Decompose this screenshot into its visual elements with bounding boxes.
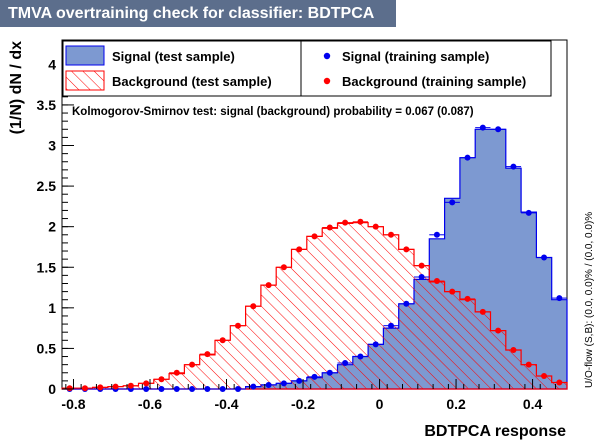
background-training-point [352,218,369,225]
signal-training-point [337,360,353,367]
background-training-point [230,322,246,329]
points-layer [62,124,567,392]
y-tick-label: 1 [48,300,56,316]
background-training-point [62,385,78,392]
background-training-point [490,327,506,334]
axes-layer: -0.8 -0.6 -0.4 -0.2 0 0.2 0.4 0 0.5 1 1.5 2 2.5 3 3.5 4 [37,47,557,412]
signal-training-point [199,386,216,392]
x-tick-label: -0.6 [138,396,162,412]
signal-training-point [153,386,170,392]
signal-training-point [368,341,384,348]
signal-training-point [169,386,185,392]
background-training-point [505,347,522,354]
underflow-overflow-label: U/O-flow (S,B): (0.0, 0.0)% / (0.0, 0.0)… [584,212,595,388]
background-training-point [215,337,231,344]
background-training-point [199,351,216,358]
signal-training-point [184,386,200,392]
background-training-point [107,383,124,390]
x-tick-label: 0 [376,396,384,412]
signal-training-point [260,381,277,388]
background-training-point [276,264,292,271]
x-tick-label: 0.4 [523,396,543,412]
background-training-point [260,282,277,289]
y-tick-label: 2 [48,219,56,235]
signal-training-point [536,254,552,261]
signal-training-point [490,126,506,133]
background-training-point [337,219,353,226]
signal-training-point [505,163,522,170]
legend-box-right [300,40,552,97]
background-training-point [245,303,261,310]
signal-training-point [276,380,292,387]
background-test-histogram [61,222,568,390]
signal-training-point [245,383,261,390]
signal-training-point [352,353,369,360]
signal-training-point [383,322,399,329]
background-training-point [291,246,307,253]
signal-training-point [322,369,338,376]
signal-training-point [475,124,491,131]
x-tick-label: 0.2 [446,396,466,412]
legend-background-training-label: Background (training sample) [342,74,526,89]
background-training-point [413,262,430,269]
y-tick-label: 0.5 [37,340,57,356]
background-training-point [536,373,552,380]
background-training-point [123,382,139,389]
background-training-point [169,369,185,376]
x-tick-label: -0.8 [61,396,85,412]
background-training-point [138,380,154,387]
signal-training-point [551,295,567,302]
background-training-point [383,231,399,238]
background-training-point [368,223,384,230]
background-training-point [184,361,200,368]
signal-training-point [230,386,246,392]
y-tick-label: 1.5 [37,259,57,275]
background-training-point [551,379,567,386]
background-training-point [475,308,491,315]
y-tick-label: 3.5 [37,97,57,113]
background-training-point [459,295,476,302]
y-tick-label: 2.5 [37,178,57,194]
ks-test-annotation: Kolmogorov-Smirnov test: signal (backgro… [72,106,474,118]
legend-background-test-marker [65,70,105,91]
signal-training-point [291,377,307,384]
background-training-point [398,246,414,253]
legend: Signal (test sample) Background (test sa… [62,40,552,97]
background-training-point [153,376,170,383]
signal-training-point [398,300,414,307]
signal-training-point [306,373,323,380]
background-training-point [322,224,338,231]
y-tick-label: 0 [48,381,56,397]
y-tick-label: 4 [48,56,56,72]
signal-training-point [459,154,476,161]
background-training-point [429,278,445,285]
y-tick-label: 3 [48,138,56,154]
signal-training-point [138,386,154,392]
background-training-point [521,361,537,368]
background-training-point [306,233,323,240]
legend-signal-training-label: Signal (training sample) [342,49,489,64]
x-axis-label: BDTPCA response [424,423,566,440]
legend-signal-training-marker [323,52,331,60]
legend-signal-test-marker [65,45,105,66]
legend-background-test-label: Background (test sample) [112,74,272,89]
x-tick-label: -0.4 [214,396,238,412]
signal-training-point [444,199,460,206]
background-training-point [77,385,93,392]
legend-background-training-marker [323,77,331,85]
background-training-point [444,288,460,295]
signal-training-point [429,231,445,238]
legend-signal-test-label: Signal (test sample) [112,49,235,64]
signal-training-point [521,209,537,216]
signal-training-point [413,273,430,280]
y-axis-label: (1/N) dN / dx [8,41,25,134]
chart-title: TMVA overtraining check for classifier: … [0,0,396,27]
x-tick-label: -0.2 [291,396,315,412]
background-training-point [92,384,108,391]
signal-training-point [215,386,231,392]
